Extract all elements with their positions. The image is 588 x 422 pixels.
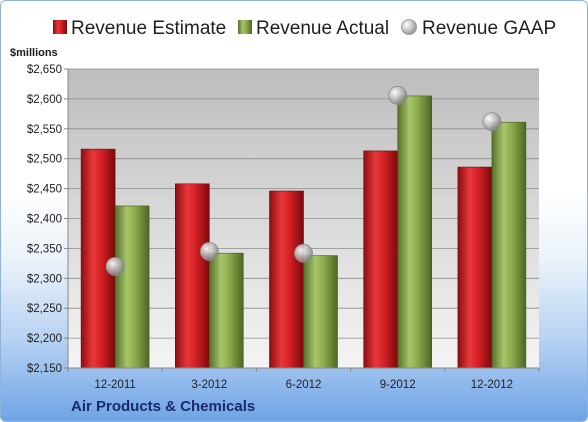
y-tick-label: $2,300 — [27, 273, 62, 285]
x-category-label: 12-2011 — [94, 379, 135, 391]
y-tick-label: $2,450 — [27, 184, 62, 196]
bar-revenue-actual — [491, 121, 527, 369]
legend-label-gaap: Revenue GAAP — [422, 18, 556, 39]
y-axis-unit-label: $millions — [10, 47, 58, 59]
legend-label-estimate: Revenue Estimate — [71, 18, 226, 39]
y-tick-label: $2,250 — [27, 303, 62, 315]
y-tick-label: $2,550 — [27, 124, 62, 136]
y-tick-label: $2,200 — [27, 333, 62, 345]
x-category-label: 9-2012 — [380, 379, 416, 391]
marker-revenue-gaap — [105, 256, 125, 276]
bars — [80, 95, 527, 369]
bar-revenue-actual — [114, 205, 150, 369]
y-axis-ticks: $2,150 $2,200 $2,250 $2,300 $2,350 $2,400 $2,4… — [27, 64, 68, 375]
x-axis-categories: 12-2011 3-2012 6-2012 9-2012 12-2012 — [67, 368, 540, 391]
legend-swatch-estimate — [53, 20, 67, 34]
marker-revenue-gaap — [482, 112, 502, 132]
marker-revenue-gaap — [294, 243, 313, 263]
legend: Revenue Estimate Revenue Actual Revenue … — [53, 18, 556, 39]
gaap-markers — [105, 85, 502, 276]
y-tick-label: $2,600 — [27, 94, 62, 106]
y-tick-label: $2,650 — [27, 64, 62, 76]
bar-revenue-estimate — [175, 183, 210, 369]
bar-revenue-actual — [209, 252, 244, 369]
x-category-label: 6-2012 — [286, 379, 322, 391]
legend-swatch-actual — [238, 20, 252, 34]
y-tick-label: $2,400 — [27, 214, 62, 226]
marker-revenue-gaap — [388, 85, 408, 105]
bar-revenue-actual — [303, 255, 338, 369]
bar-revenue-actual — [397, 95, 433, 369]
y-tick-label: $2,500 — [27, 154, 62, 166]
bar-revenue-estimate — [80, 148, 116, 369]
legend-swatch-gaap — [401, 19, 417, 35]
bar-revenue-estimate — [363, 150, 399, 369]
legend-label-actual: Revenue Actual — [256, 18, 389, 39]
marker-revenue-gaap — [199, 241, 219, 261]
company-name: Air Products & Chemicals — [71, 398, 255, 415]
x-category-label: 12-2012 — [471, 379, 513, 391]
y-tick-label: $2,350 — [27, 243, 62, 255]
bar-revenue-estimate — [457, 166, 493, 369]
x-category-label: 3-2012 — [191, 379, 227, 391]
y-tick-label: $2,150 — [27, 363, 62, 375]
bar-revenue-estimate — [269, 190, 304, 369]
